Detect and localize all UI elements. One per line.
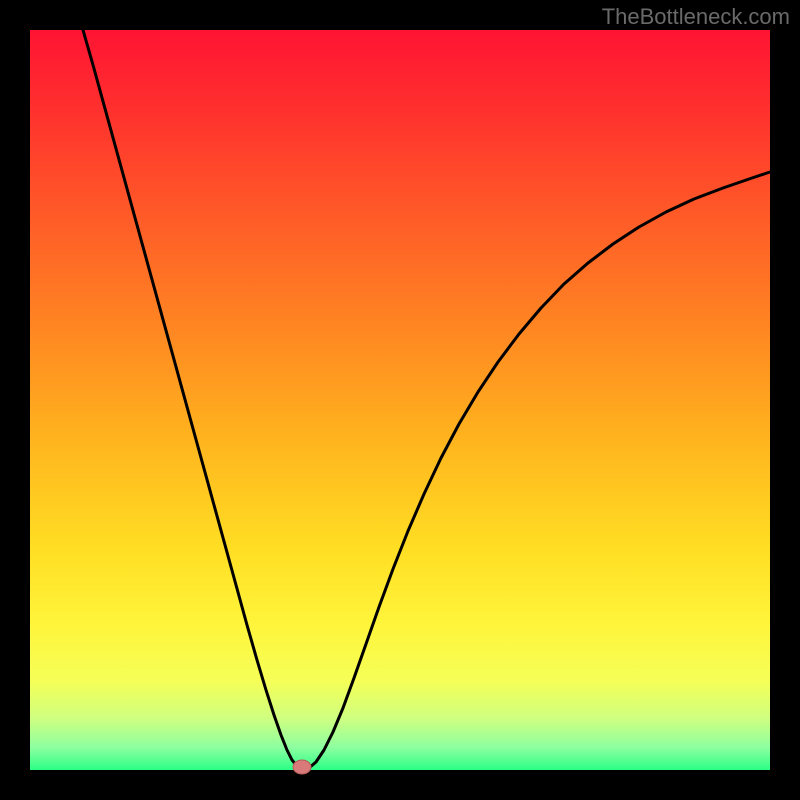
chart-svg	[0, 0, 800, 800]
bottleneck-chart: TheBottleneck.com	[0, 0, 800, 800]
chart-background	[30, 30, 770, 770]
attribution-text: TheBottleneck.com	[602, 4, 790, 30]
optimal-point-marker	[293, 760, 311, 774]
